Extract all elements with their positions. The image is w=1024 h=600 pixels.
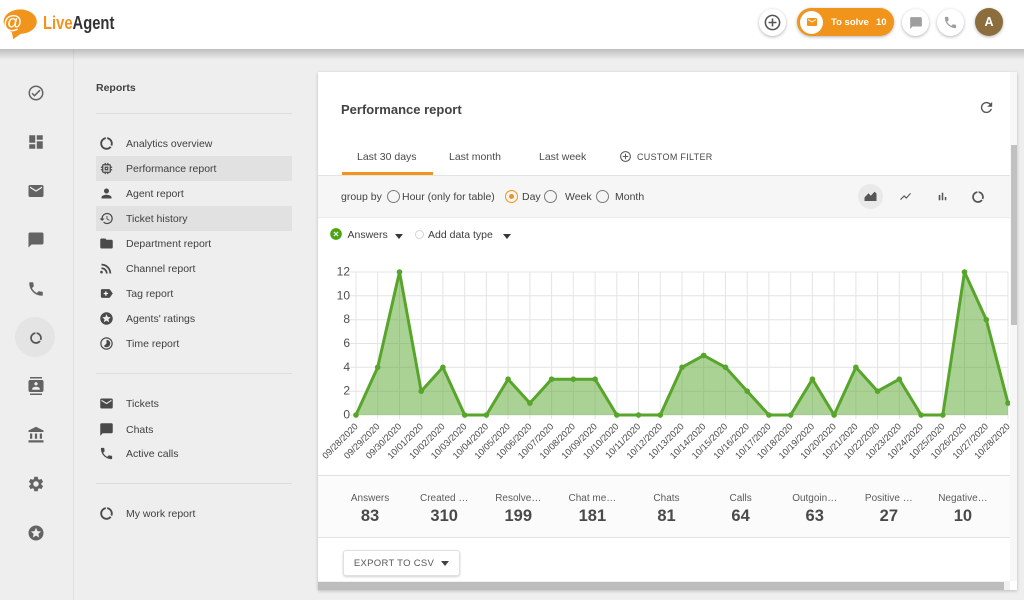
svg-text:10: 10	[337, 288, 351, 302]
svg-text:6: 6	[343, 336, 350, 350]
svg-text:0: 0	[343, 408, 350, 422]
svg-text:12: 12	[337, 265, 351, 279]
svg-text:2: 2	[343, 384, 350, 398]
svg-text:8: 8	[343, 312, 350, 326]
svg-text:@: @	[3, 13, 22, 34]
svg-text:4: 4	[343, 360, 350, 374]
